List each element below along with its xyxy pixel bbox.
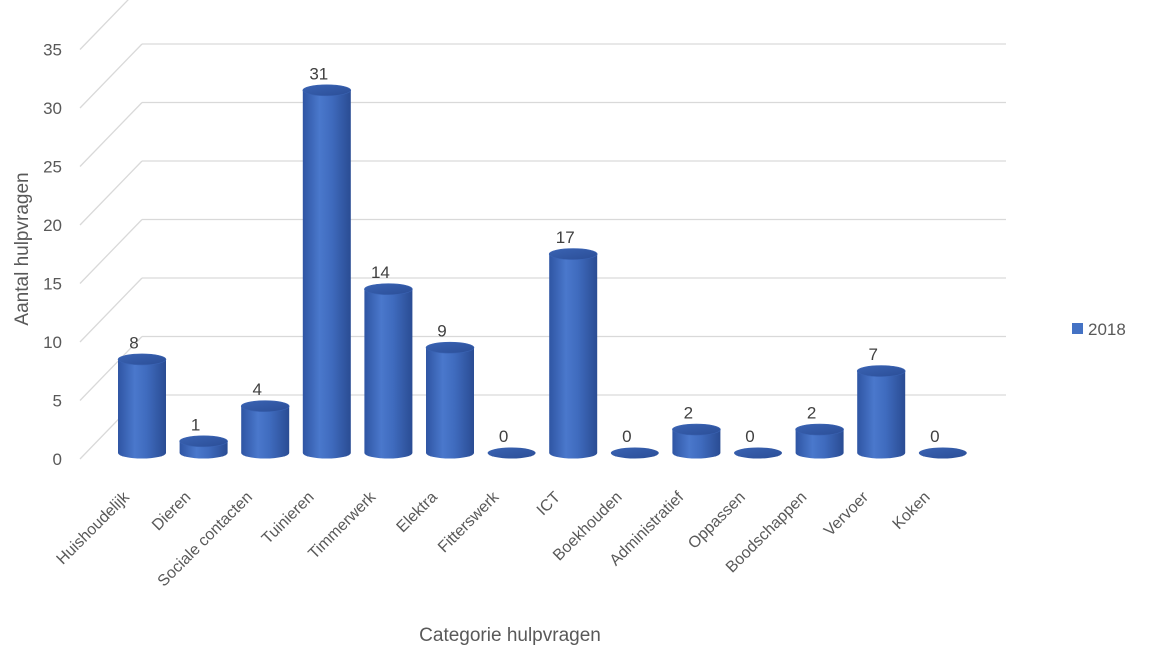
legend-swatch (1072, 323, 1083, 334)
bar (179, 435, 228, 459)
bars (117, 84, 967, 459)
data-label: 14 (371, 263, 390, 282)
bar (856, 365, 906, 459)
y-axis-ticks: 0 5 10 15 20 25 30 35 (43, 41, 62, 470)
y-axis-title: Aantal hulpvragen (12, 172, 33, 325)
bar (918, 447, 967, 459)
bar-top (117, 353, 167, 366)
bar-body (302, 90, 351, 459)
bar (117, 353, 167, 459)
bar-top (487, 447, 536, 459)
gridline-diagonal (79, 160, 143, 226)
bar-body (364, 289, 413, 459)
bar-top (425, 341, 475, 354)
bar-top (179, 435, 228, 448)
bar (487, 447, 536, 459)
bar (610, 447, 659, 459)
bar (795, 423, 844, 459)
bar-top (856, 365, 906, 377)
y-tick-label: 20 (43, 216, 62, 235)
bar (548, 248, 598, 459)
data-label: 2 (684, 404, 693, 423)
x-tick-label: Dieren (149, 489, 194, 534)
bar (672, 423, 721, 459)
bar-body (857, 371, 906, 459)
data-label: 8 (129, 333, 138, 352)
x-tick-label: Tuinieren (259, 489, 318, 548)
bar-top (548, 248, 598, 260)
bar (240, 400, 290, 459)
bar-body (795, 429, 844, 459)
gridline-diagonal (79, 336, 143, 401)
legend-label: 2018 (1088, 320, 1126, 339)
bar-body (672, 429, 721, 459)
y-tick-label: 5 (53, 392, 62, 411)
bar-top (364, 283, 413, 296)
data-label: 17 (556, 228, 575, 247)
y-tick-label: 25 (43, 158, 62, 177)
bar-top (240, 400, 290, 413)
gridline-diagonal (79, 219, 143, 284)
bar (364, 283, 413, 459)
data-label: 9 (437, 322, 446, 341)
x-tick-label: Oppassen (685, 489, 749, 553)
y-tick-label: 15 (43, 275, 62, 294)
bar-body (549, 254, 598, 459)
data-label: 7 (868, 345, 877, 364)
bar (302, 84, 352, 459)
bar-top (918, 447, 967, 459)
x-tick-label: Fitterswerk (435, 488, 503, 556)
bar-body (118, 359, 166, 459)
bar-top (734, 447, 782, 459)
x-tick-label: Koken (890, 489, 934, 533)
y-tick-label: 35 (43, 41, 62, 60)
legend: 2018 (1072, 320, 1126, 339)
x-tick-label: Vervoer (821, 488, 872, 539)
data-label: 0 (745, 427, 754, 446)
data-label: 31 (309, 64, 328, 83)
data-label: 0 (930, 427, 939, 446)
x-tick-label: ICT (534, 489, 564, 519)
bar-top (302, 84, 352, 97)
gridline-diagonal (79, 0, 129, 50)
y-tick-label: 0 (53, 450, 62, 469)
data-label: 2 (807, 404, 816, 423)
y-tick-label: 30 (43, 99, 62, 118)
gridline-diagonal (79, 102, 143, 167)
bar-top (672, 423, 721, 436)
x-tick-label: Elektra (394, 489, 441, 536)
data-label: 0 (622, 427, 631, 446)
data-label: 0 (499, 427, 508, 446)
bar (734, 447, 782, 459)
y-tick-label: 10 (43, 333, 62, 352)
data-label: 4 (252, 380, 261, 399)
bar-top (795, 423, 844, 436)
bar-body (426, 347, 474, 459)
data-label: 1 (191, 415, 200, 434)
gridline-diagonal (79, 43, 143, 109)
x-tick-label: Timmerwerk (305, 488, 380, 563)
x-tick-label: Huishoudelijk (54, 488, 134, 568)
bar-top (610, 447, 659, 459)
gridline-diagonal (79, 277, 143, 343)
bar (425, 341, 475, 459)
bar-body (241, 406, 290, 459)
x-axis-title: Categorie hulpvragen (419, 625, 601, 646)
